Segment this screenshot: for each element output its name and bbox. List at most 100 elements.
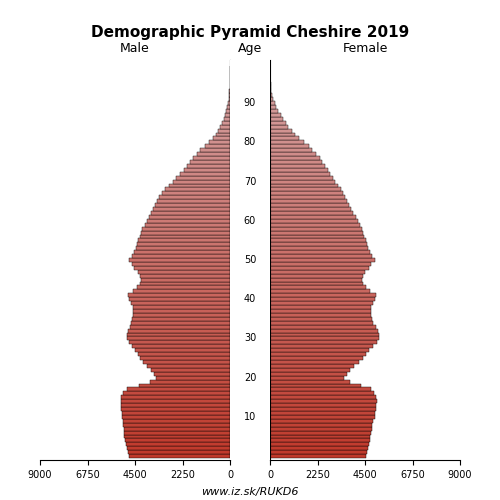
Bar — [270, 446, 368, 450]
Bar — [133, 309, 230, 313]
Bar — [270, 388, 372, 392]
Bar — [270, 372, 347, 376]
Bar — [204, 144, 230, 148]
Bar — [213, 136, 230, 140]
Bar — [270, 422, 372, 426]
Text: 80: 80 — [244, 138, 256, 147]
Bar — [157, 199, 230, 203]
Bar — [155, 203, 230, 207]
Bar — [218, 128, 230, 132]
Bar — [124, 430, 230, 434]
Bar — [128, 294, 230, 298]
Bar — [126, 332, 230, 336]
Bar — [186, 164, 230, 168]
Bar — [150, 380, 230, 384]
Text: 70: 70 — [244, 176, 256, 186]
Bar — [227, 105, 230, 109]
Bar — [140, 234, 230, 238]
Bar — [270, 344, 374, 348]
Bar — [173, 180, 230, 184]
Bar — [126, 446, 230, 450]
Bar — [270, 128, 291, 132]
Bar — [169, 184, 230, 188]
Bar — [270, 222, 360, 226]
Bar — [270, 230, 363, 234]
Bar — [270, 313, 370, 317]
Bar — [270, 274, 364, 278]
Bar — [193, 156, 230, 160]
Bar — [270, 450, 367, 454]
Bar — [135, 348, 230, 352]
Bar — [137, 286, 230, 290]
Bar — [142, 278, 230, 281]
Bar — [146, 219, 230, 222]
Text: 60: 60 — [244, 216, 256, 226]
Bar — [142, 226, 230, 230]
Bar — [270, 140, 304, 144]
Bar — [229, 94, 230, 98]
Bar — [270, 301, 372, 305]
Text: 90: 90 — [244, 98, 256, 108]
Text: Female: Female — [342, 42, 388, 55]
Bar — [184, 168, 230, 172]
Bar — [122, 415, 230, 419]
Bar — [134, 266, 230, 270]
Bar — [270, 196, 345, 199]
Bar — [120, 399, 230, 403]
Bar — [270, 332, 378, 336]
Bar — [122, 411, 230, 415]
Text: www.iz.sk/RUKD6: www.iz.sk/RUKD6 — [201, 487, 299, 497]
Bar — [270, 215, 356, 219]
Bar — [270, 321, 374, 324]
Bar — [270, 124, 288, 128]
Bar — [270, 419, 373, 422]
Bar — [270, 399, 376, 403]
Bar — [270, 368, 350, 372]
Bar — [270, 426, 372, 430]
Bar — [270, 226, 362, 230]
Bar — [228, 101, 230, 105]
Bar — [228, 98, 230, 101]
Bar — [270, 270, 366, 274]
Bar — [151, 211, 230, 215]
Bar — [270, 90, 272, 94]
Bar — [270, 380, 350, 384]
Bar — [270, 176, 334, 180]
Bar — [270, 105, 276, 109]
Bar — [190, 160, 230, 164]
Bar — [126, 442, 230, 446]
Bar — [270, 148, 312, 152]
Bar — [270, 407, 376, 411]
Bar — [270, 434, 370, 438]
Bar — [270, 207, 351, 211]
Bar — [140, 282, 230, 286]
Bar — [132, 254, 230, 258]
Bar — [225, 113, 230, 117]
Bar — [270, 180, 336, 184]
Bar — [216, 132, 230, 136]
Bar — [270, 94, 272, 98]
Bar — [128, 328, 230, 332]
Bar — [270, 352, 366, 356]
Bar — [270, 168, 328, 172]
Bar — [270, 164, 325, 168]
Bar — [200, 148, 230, 152]
Bar — [270, 294, 376, 298]
Bar — [270, 396, 376, 399]
Bar — [209, 140, 230, 144]
Bar — [270, 356, 363, 360]
Bar — [270, 246, 368, 250]
Bar — [128, 340, 230, 344]
Bar — [220, 124, 230, 128]
Bar — [124, 426, 230, 430]
Bar — [270, 121, 286, 124]
Bar — [132, 344, 230, 348]
Bar — [270, 282, 363, 286]
Bar — [180, 172, 230, 176]
Bar — [124, 392, 230, 396]
Bar — [270, 309, 370, 313]
Bar — [146, 364, 230, 368]
Bar — [270, 290, 370, 294]
Bar — [153, 207, 230, 211]
Bar — [270, 403, 376, 407]
